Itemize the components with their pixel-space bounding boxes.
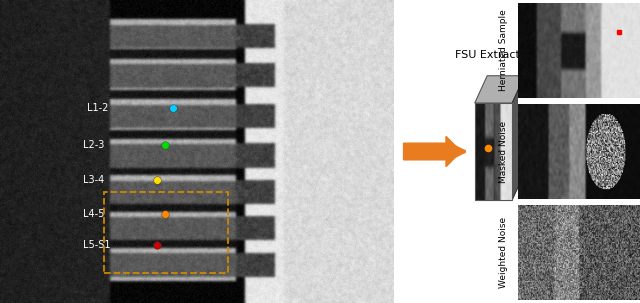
Text: FSU Extraction: FSU Extraction	[455, 49, 537, 60]
Bar	[104, 192, 228, 273]
Text: L3-4: L3-4	[83, 175, 104, 185]
Polygon shape	[475, 76, 525, 103]
Polygon shape	[512, 76, 525, 200]
Text: Masked Noise: Masked Noise	[499, 120, 508, 183]
FancyArrow shape	[404, 136, 461, 167]
Text: Weighted Noise: Weighted Noise	[499, 217, 508, 288]
Text: Herniated Sample: Herniated Sample	[499, 10, 508, 91]
Text: L5-S1: L5-S1	[83, 240, 110, 251]
Text: L4-5: L4-5	[83, 208, 104, 219]
Text: L1-2: L1-2	[86, 102, 108, 113]
Text: L2-3: L2-3	[83, 140, 104, 151]
